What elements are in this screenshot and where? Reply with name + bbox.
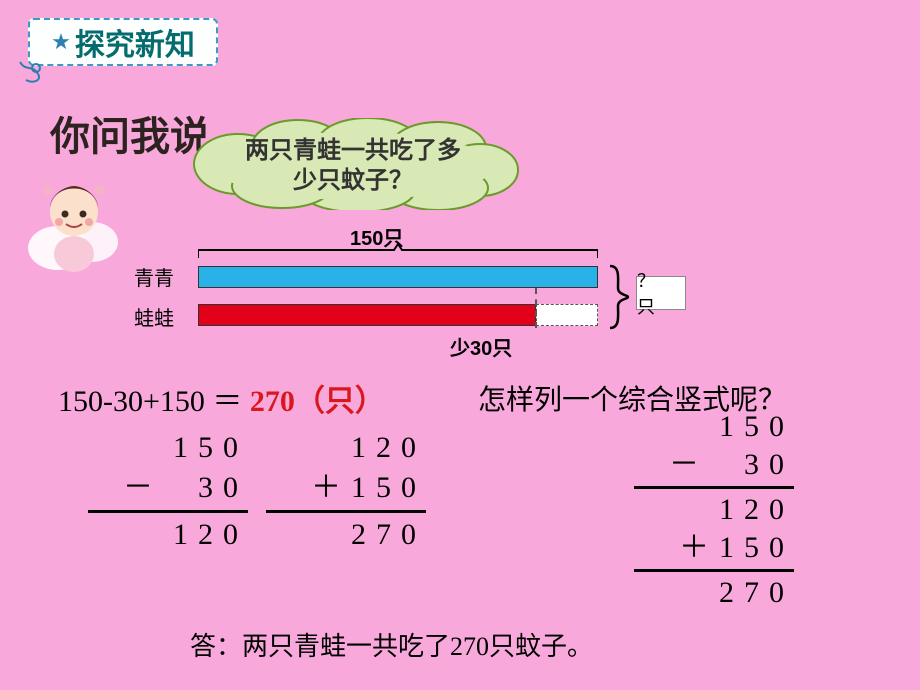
bar-wawa — [198, 304, 536, 326]
vc1-r1: 150 — [88, 428, 248, 468]
frog2-name: 蛙蛙 — [134, 302, 174, 331]
vc1-r3: 120 — [88, 515, 248, 555]
fairy-illustration — [22, 168, 122, 288]
vc1-r2: － 30 — [88, 468, 248, 508]
frog1-name: 青青 — [134, 262, 174, 291]
unknown-box: ？ 只 — [636, 276, 686, 310]
vc2-r1: 120 — [266, 428, 426, 468]
star-icon: ★ — [51, 29, 71, 55]
bar-wawa-gap — [536, 304, 598, 326]
badge-text: 探究新知 — [75, 20, 195, 64]
equation-result: 270（只） — [250, 385, 385, 418]
vc3-line1 — [634, 486, 794, 489]
vc3-r1: 150 — [634, 408, 794, 446]
section-badge: ★ 探究新知 — [28, 18, 218, 66]
equation: 150-30+150 ＝ 270（只） — [58, 376, 385, 420]
top-bracket — [198, 242, 598, 260]
answer-text: 答：两只青蛙一共吃了270只蚊子。 — [190, 626, 593, 663]
vc1-line — [88, 510, 248, 513]
vc2-r3: 270 — [266, 515, 426, 555]
vc3-r4: ＋150 — [634, 529, 794, 567]
vc2-r2: ＋150 — [266, 468, 426, 508]
bubble-line2: 少只蚊子？ — [293, 167, 413, 194]
right-brace-icon — [606, 264, 634, 330]
vc3-r2: － 30 — [634, 446, 794, 484]
vertical-calc-2: 120 ＋150 270 — [266, 428, 426, 555]
vc2-line — [266, 510, 426, 513]
dashed-vertical — [535, 288, 537, 328]
vc3-r3: 120 — [634, 491, 794, 529]
fewer-label: 少30只 — [450, 332, 512, 361]
ribbon-decoration — [16, 58, 52, 88]
bar-diagram: 150只 青青 蛙蛙 少30只 ？ 只 — [130, 224, 690, 354]
bubble-text: 两只青蛙一共吃了多 少只蚊子？ — [208, 136, 498, 196]
equation-left: 150-30+150 ＝ — [58, 385, 250, 418]
bar-qingqing — [198, 266, 598, 288]
vertical-calc-1: 150 － 30 120 — [88, 428, 248, 555]
vertical-calc-combined: 150 － 30 120 ＋150 270 — [634, 408, 794, 612]
bubble-line1: 两只青蛙一共吃了多 — [245, 137, 461, 164]
vc3-line2 — [634, 569, 794, 572]
vc3-r5: 270 — [634, 574, 794, 612]
subtitle: 你问我说 — [50, 104, 210, 162]
